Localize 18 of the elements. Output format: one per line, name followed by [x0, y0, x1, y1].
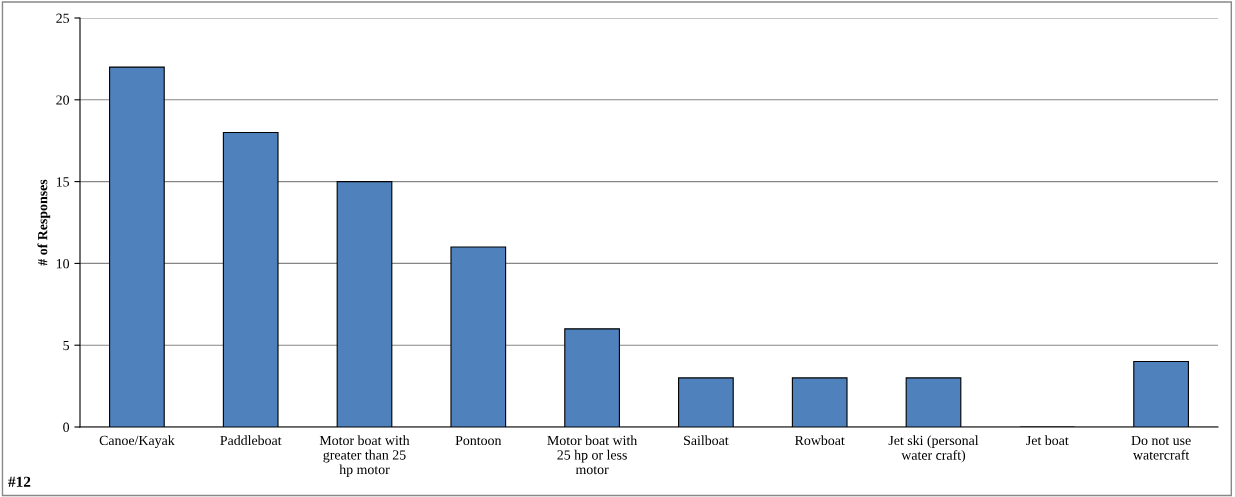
y-axis-title: # of Responses: [37, 179, 51, 266]
x-tick-label: Canoe/Kayak: [99, 435, 175, 448]
x-tick-label: Do not use watercraft: [1131, 435, 1191, 460]
y-tick-label: 5: [63, 340, 70, 351]
y-tick-label: 10: [56, 258, 70, 269]
x-tick-label: Motor boat with 25 hp or less motor: [547, 435, 638, 475]
y-tick-label: 0: [63, 422, 70, 432]
y-tick-label: 15: [56, 177, 70, 187]
y-tick-label: 25: [56, 13, 70, 23]
x-tick-label: Motor boat with greater than 25 hp motor: [319, 435, 410, 478]
x-tick-label: Pontoon: [455, 435, 502, 446]
y-tick-label: 20: [56, 95, 70, 105]
x-tick-label: Jet ski (personal water craft): [888, 435, 979, 463]
text: #12: [8, 476, 31, 487]
x-tick-label: Sailboat: [684, 435, 729, 446]
x-tick-label: Rowboat: [795, 435, 845, 446]
x-tick-label: Paddleboat: [220, 435, 282, 446]
x-tick-label: Jet boat: [1026, 435, 1069, 446]
